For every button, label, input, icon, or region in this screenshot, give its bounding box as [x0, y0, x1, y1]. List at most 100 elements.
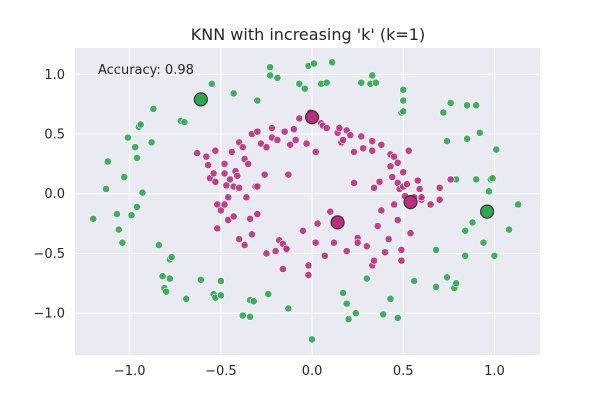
outer-class-point: [399, 85, 408, 94]
inner-class-point: [229, 212, 238, 221]
inner-class-point: [295, 114, 304, 123]
inner-class-point: [262, 143, 271, 152]
outer-class-point: [379, 310, 388, 319]
outer-class-point: [362, 274, 371, 283]
outer-class-point: [468, 218, 477, 227]
inner-class-point: [213, 224, 222, 233]
inner-class-point: [235, 235, 244, 244]
inner-class-point: [359, 144, 368, 153]
outer-class-point: [393, 314, 402, 322]
inner-class-point: [273, 136, 282, 144]
inner-class-point: [291, 136, 300, 144]
inner-class-point: [204, 161, 213, 169]
y-tick-label: −0.5: [33, 247, 65, 262]
inner-class-point: [397, 245, 406, 254]
inner-class-point: [202, 152, 211, 161]
outer-class-point: [368, 71, 377, 80]
accuracy-annotation: Accuracy: 0.98: [98, 63, 194, 78]
x-tick-label: −1.0: [114, 364, 146, 379]
x-tick-label: 1.0: [484, 364, 505, 379]
inner-class-point: [435, 183, 444, 192]
inner-class-point: [404, 146, 413, 155]
outer-class-point: [463, 101, 471, 110]
inner-class-point: [373, 222, 382, 230]
y-axis-ticks: −1.0 −0.5 0.0 0.5 1.0: [33, 68, 65, 322]
inner-class-point: [377, 206, 386, 215]
outer-class-point: [488, 174, 497, 183]
outer-class-point: [149, 105, 158, 113]
outer-class-point: [158, 272, 167, 281]
neighbor-marker-inner: [330, 215, 345, 230]
outer-class-point: [264, 290, 273, 298]
outer-class-point: [472, 175, 481, 184]
inner-class-point: [390, 152, 399, 161]
inner-class-point: [253, 210, 262, 218]
chart-title: KNN with increasing 'k' (k=1): [191, 25, 425, 44]
x-tick-label: −0.5: [205, 364, 237, 379]
outer-class-point: [284, 304, 293, 313]
outer-class-point: [328, 58, 337, 67]
inner-class-point: [335, 124, 344, 132]
inner-class-point: [384, 235, 393, 244]
inner-class-point: [278, 265, 287, 273]
inner-class-point: [284, 170, 293, 179]
inner-class-point: [193, 149, 202, 158]
inner-class-point: [446, 175, 455, 184]
neighbor-marker-inner: [304, 110, 320, 125]
x-axis-ticks: −1.0 −0.5 0.0 0.5 1.0: [114, 364, 505, 379]
inner-class-point: [246, 214, 254, 223]
outer-class-point: [273, 73, 282, 82]
highlighted-neighbors: [193, 92, 495, 230]
inner-class-point: [326, 207, 335, 216]
inner-class-point: [244, 159, 253, 168]
outer-class-point: [180, 118, 189, 126]
outer-class-point: [461, 226, 470, 235]
inner-class-point: [370, 183, 378, 192]
inner-class-point: [386, 162, 395, 171]
outer-class-point: [399, 107, 408, 116]
outer-class-point: [490, 251, 499, 260]
outer-class-point: [475, 128, 484, 137]
outer-class-point: [162, 287, 171, 296]
outer-class-point: [249, 297, 258, 306]
inner-class-point: [322, 124, 331, 132]
outer-class-point: [432, 283, 440, 291]
outer-class-point: [120, 173, 129, 181]
outer-class-point: [136, 120, 145, 129]
neighbor-marker-inner: [403, 194, 418, 210]
outer-class-point: [461, 251, 470, 260]
inner-class-point: [224, 193, 233, 202]
inner-class-point: [357, 132, 366, 141]
outer-class-point: [485, 187, 493, 196]
inner-class-point: [381, 248, 389, 257]
outer-class-point: [253, 96, 262, 105]
inner-class-point: [304, 271, 313, 279]
inner-class-point: [235, 183, 244, 192]
inner-class-point: [435, 195, 444, 204]
inner-class-point: [399, 168, 408, 177]
inner-class-point: [368, 137, 377, 146]
inner-class-point: [330, 238, 338, 247]
outer-class-point: [443, 273, 451, 282]
inner-class-point: [388, 173, 397, 181]
outer-class-point: [103, 157, 112, 166]
grid-lines: [75, 48, 540, 355]
inner-class-point: [209, 169, 218, 178]
outer-class-point: [167, 253, 176, 261]
inner-class-point: [220, 159, 229, 168]
inner-class-point: [350, 148, 358, 156]
inner-class-point: [406, 229, 415, 238]
outer-class-point: [238, 311, 247, 320]
inner-class-point: [375, 177, 384, 186]
inner-class-point: [242, 193, 251, 202]
outer-class-point: [492, 145, 501, 154]
inner-class-point: [247, 230, 256, 239]
outer-class-point: [266, 71, 275, 80]
outer-class-point: [266, 63, 275, 72]
data-points: [89, 58, 523, 344]
outer-class-point: [196, 275, 205, 284]
inner-class-point: [253, 127, 262, 136]
inner-class-point: [320, 251, 329, 260]
outer-class-point: [147, 138, 156, 147]
